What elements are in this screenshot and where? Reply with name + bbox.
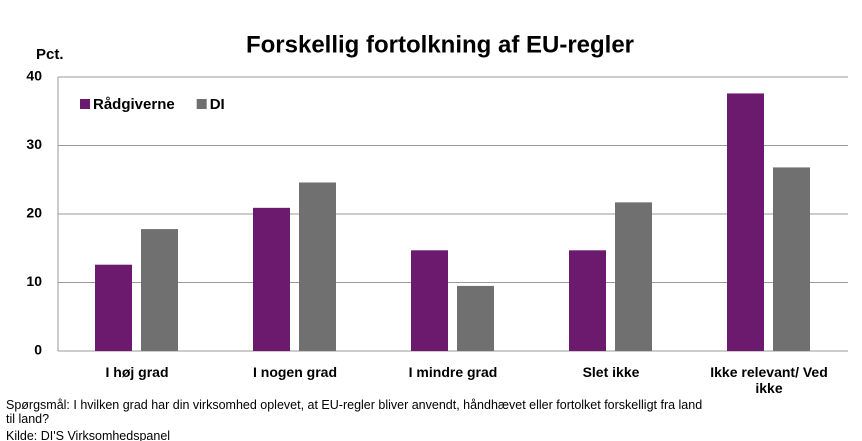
legend-swatch: [196, 99, 207, 109]
bar: [615, 202, 652, 351]
bar: [727, 93, 764, 351]
footnote: Spørgsmål: I hvilken grad har din virkso…: [6, 398, 703, 426]
chart-title: Forskellig fortolkning af EU-regler: [246, 31, 634, 58]
x-tick-label: I mindre grad: [408, 364, 498, 380]
bar: [253, 207, 290, 351]
bar: [773, 167, 810, 351]
bar: [299, 182, 336, 351]
x-tick-label: I nogen grad: [253, 364, 337, 380]
bar: [457, 285, 494, 351]
x-tick-label: I høj grad: [105, 364, 169, 380]
y-tick-label: 0: [34, 342, 42, 358]
legend-label: DI: [210, 96, 225, 113]
y-tick-label: 20: [26, 205, 42, 221]
legend-label: Rådgiverne: [93, 96, 175, 113]
x-tick-label: Ikke relevant/ Ved ikke: [710, 364, 828, 396]
y-tick-label: 10: [26, 273, 42, 289]
x-tick-label: Slet ikke: [582, 364, 640, 380]
source-note: Kilde: DI'S Virksomhedspanel: [6, 429, 171, 441]
bar: [411, 250, 448, 351]
legend-swatch: [80, 99, 90, 109]
y-axis-label: Pct.: [36, 46, 64, 63]
bar: [569, 250, 606, 351]
y-tick-label: 30: [26, 136, 42, 152]
bar: [141, 229, 178, 351]
y-tick-label: 40: [26, 68, 42, 84]
bar: [95, 264, 132, 351]
